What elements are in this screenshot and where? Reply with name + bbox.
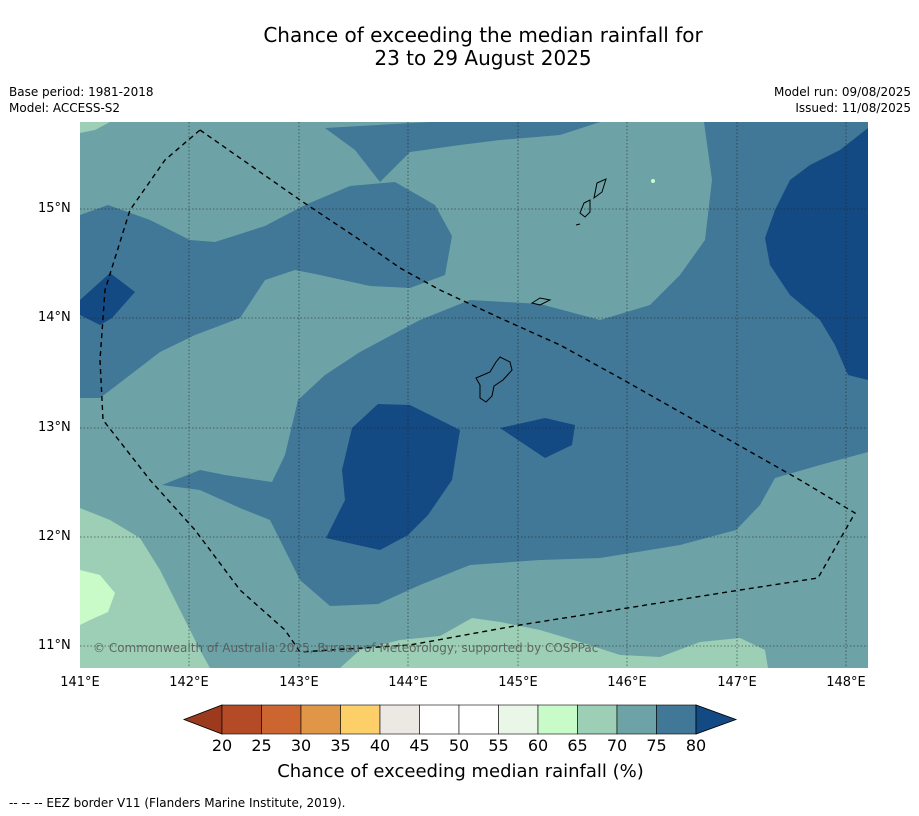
- lon-label-148e: 148°E: [826, 675, 866, 690]
- lat-label-14n: 14°N: [38, 310, 71, 325]
- colorbar-bin-30-35: [300, 704, 341, 735]
- island-outlines: [475, 178, 607, 403]
- colorbar-extend-high: [695, 704, 738, 735]
- colorbar-bin-20-25: [221, 704, 262, 735]
- colorbar-tick-80: 80: [685, 736, 707, 755]
- colorbar-bin-35-40: [340, 704, 381, 735]
- colorbar-tick-70: 70: [606, 736, 628, 755]
- model-text: Model: ACCESS-S2: [9, 101, 121, 115]
- model-run-text: Model run: 09/08/2025: [773, 85, 911, 99]
- meta-left: Base period: 1981-2018 Model: ACCESS-S2: [9, 84, 154, 116]
- lat-label-12n: 12°N: [38, 529, 71, 544]
- contour-fill-layer: [80, 122, 868, 668]
- lat-label-13n: 13°N: [38, 420, 71, 435]
- lon-label-145e: 145°E: [498, 675, 538, 690]
- chart-title-line2: 23 to 29 August 2025: [374, 46, 592, 70]
- eez-border: [99, 129, 856, 653]
- contour-75-80-west: [80, 182, 452, 398]
- tinian-island: [579, 199, 591, 218]
- colorbar-bin-50-55: [458, 704, 499, 735]
- colorbar-extend-low: [182, 704, 223, 735]
- colorbar-tick-75: 75: [646, 736, 667, 755]
- colorbar-tick-35: 35: [330, 736, 351, 755]
- contour-75-80-northeast: [162, 122, 868, 606]
- colorbar-bin-65-70: [577, 704, 618, 735]
- colorbar-bin-45-50: [419, 704, 460, 735]
- colorbar-tick-20: 20: [211, 736, 233, 755]
- colorbar-bin-25-30: [261, 704, 302, 735]
- colorbar-tick-30: 30: [290, 736, 312, 755]
- contour-60-65-southwest: [80, 570, 115, 625]
- colorbar-tick-65: 65: [567, 736, 588, 755]
- copyright-text: © Commonwealth of Australia 2025, Bureau…: [93, 641, 599, 655]
- colorbar-bin-60-65: [537, 704, 578, 735]
- base-period-text: Base period: 1981-2018: [9, 85, 154, 99]
- contour-65-70-south: [340, 618, 768, 668]
- lon-label-146e: 146°E: [607, 675, 647, 690]
- colorbar-bin-55-60: [498, 704, 539, 735]
- contour-80-west: [80, 273, 135, 325]
- lon-label-147e: 147°E: [717, 675, 757, 690]
- contour-65-70-southwest: [80, 508, 210, 668]
- issued-text: Issued: 11/08/2025: [795, 101, 911, 115]
- contour-65-70-northwest: [80, 122, 110, 133]
- lon-label-144e: 144°E: [388, 675, 428, 690]
- colorbar-title: Chance of exceeding median rainfall (%): [277, 761, 644, 782]
- colorbar-tick-40: 40: [369, 736, 391, 755]
- lat-label-15n: 15°N: [38, 201, 71, 216]
- colorbar-tick-25: 25: [251, 736, 272, 755]
- lon-label-141e: 141°E: [60, 675, 100, 690]
- colorbar: [182, 704, 738, 735]
- rota-island: [530, 297, 552, 306]
- graticule: [80, 122, 868, 668]
- meta-right: Model run: 09/08/2025 Issued: 11/08/2025: [774, 84, 911, 116]
- lat-label-11n: 11°N: [38, 638, 71, 653]
- contour-80-central: [326, 404, 460, 550]
- lon-label-142e: 142°E: [169, 675, 209, 690]
- saipan-island: [593, 178, 607, 200]
- contour-75-80-north: [325, 122, 600, 182]
- aguijan-islet: [575, 223, 581, 226]
- eez-footnote: -- -- -- EEZ border V11 (Flanders Marine…: [9, 796, 346, 810]
- colorbar-tick-55: 55: [488, 736, 509, 755]
- chart-title-line1: Chance of exceeding the median rainfall …: [263, 23, 703, 47]
- colorbar-tick-60: 60: [527, 736, 549, 755]
- contour-80-east: [765, 128, 868, 380]
- lon-label-143e: 143°E: [279, 675, 319, 690]
- colorbar-tick-50: 50: [448, 736, 470, 755]
- colorbar-tick-45: 45: [409, 736, 430, 755]
- colorbar-bin-40-45: [379, 704, 420, 735]
- colorbar-bin-70-75: [616, 704, 657, 735]
- colorbar-bin-75-80: [656, 704, 697, 735]
- contour-60-65-island-spot: [651, 179, 655, 183]
- guam-island: [475, 356, 513, 403]
